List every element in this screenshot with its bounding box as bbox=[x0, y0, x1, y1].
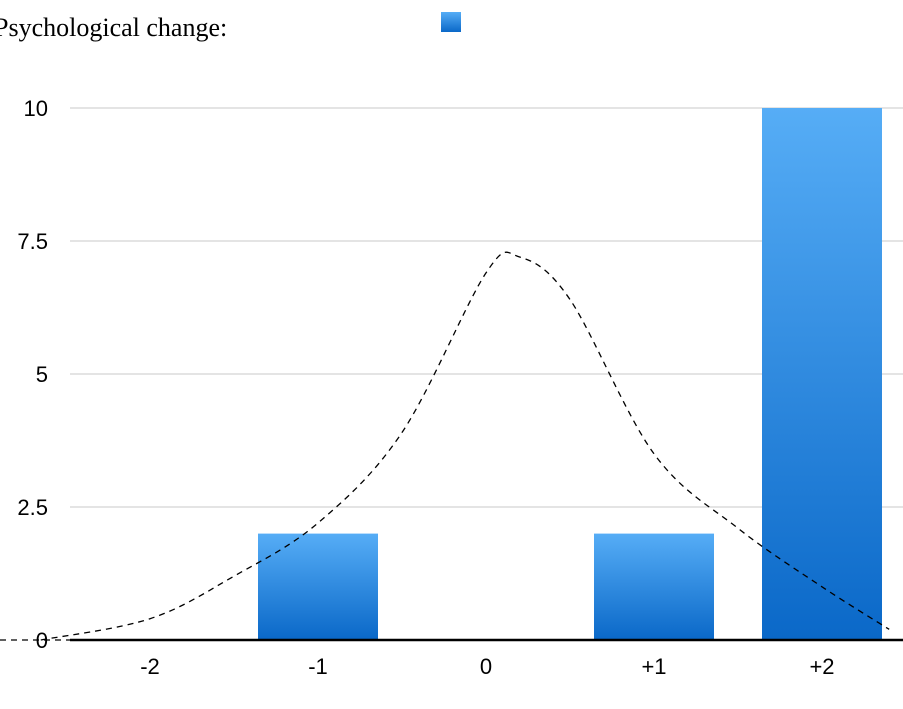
y-tick-labels: 0 2.5 5 7.5 10 bbox=[17, 96, 48, 653]
x-tick-label: +1 bbox=[641, 654, 666, 679]
bar bbox=[594, 533, 714, 640]
y-tick-label: 5 bbox=[36, 362, 48, 387]
y-tick-label: 10 bbox=[24, 96, 48, 121]
x-tick-labels: -2 -1 0 +1 +2 bbox=[140, 654, 834, 679]
y-tick-label: 0 bbox=[36, 628, 48, 653]
y-tick-label: 7.5 bbox=[17, 229, 48, 254]
x-tick-label: 0 bbox=[480, 654, 492, 679]
chart-title: Psychological change: bbox=[0, 13, 227, 42]
bar bbox=[762, 108, 882, 640]
overlay-curve bbox=[40, 251, 890, 641]
x-tick-label: -1 bbox=[308, 654, 328, 679]
y-tick-label: 2.5 bbox=[17, 495, 48, 520]
x-tick-label: +2 bbox=[809, 654, 834, 679]
legend-swatch bbox=[441, 12, 461, 32]
bars bbox=[258, 108, 882, 640]
x-tick-label: -2 bbox=[140, 654, 160, 679]
bar bbox=[258, 533, 378, 640]
curve bbox=[0, 251, 890, 641]
